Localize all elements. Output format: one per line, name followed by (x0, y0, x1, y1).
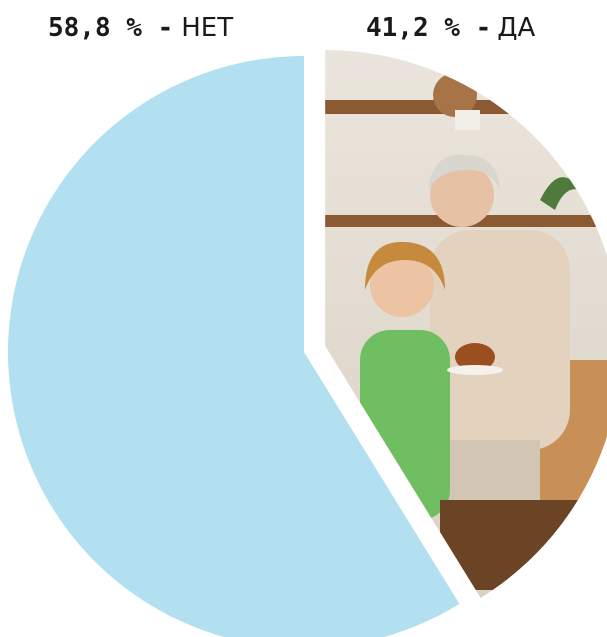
legend-label: ДА (497, 13, 535, 43)
pie-slice (8, 56, 460, 637)
pie-slice (325, 49, 607, 598)
legend-label: НЕТ (181, 13, 233, 43)
value-label: 41,2 % - (366, 13, 491, 43)
label-yes: 41,2 % - ДА (366, 13, 536, 43)
value-label: 58,8 % - (48, 13, 173, 43)
label-no: 58,8 % - НЕТ (48, 13, 233, 43)
